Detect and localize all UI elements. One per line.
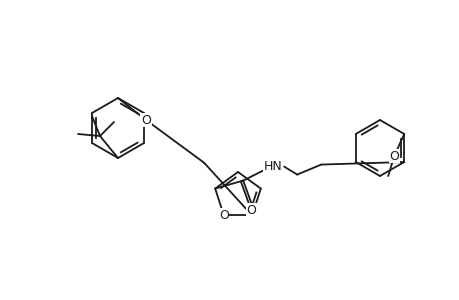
Text: O: O: [246, 204, 256, 217]
Text: O: O: [218, 209, 228, 222]
Text: O: O: [388, 149, 398, 163]
Text: O: O: [141, 113, 151, 127]
Text: HN: HN: [263, 160, 282, 173]
